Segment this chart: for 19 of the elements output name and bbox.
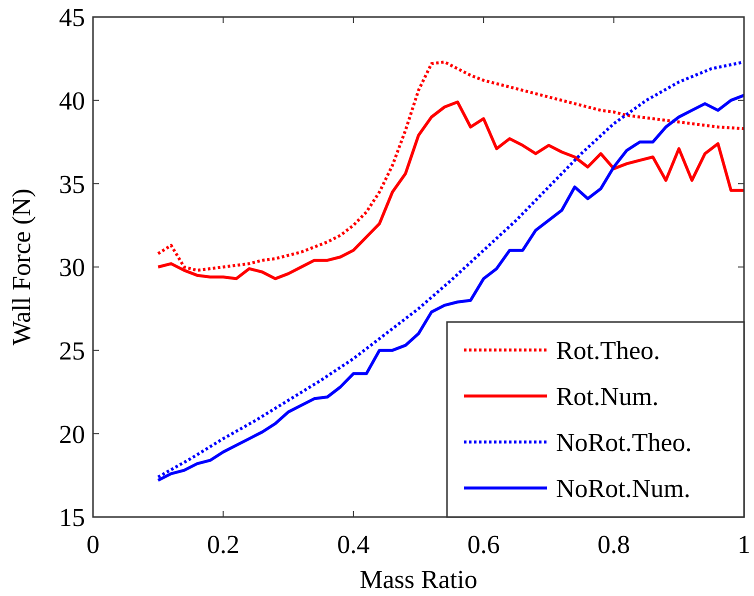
y-tick-label: 20 bbox=[59, 420, 85, 449]
x-tick-label: 0.8 bbox=[598, 530, 630, 559]
legend-label: NoRot.Theo. bbox=[556, 428, 692, 458]
legend-label: NoRot.Num. bbox=[556, 474, 690, 504]
x-tick-label: 0.6 bbox=[467, 530, 500, 559]
x-tick-label: 0.2 bbox=[206, 530, 240, 559]
y-tick-label: 45 bbox=[59, 3, 85, 32]
y-tick-label: 40 bbox=[59, 86, 85, 116]
legend-label: Rot.Num. bbox=[556, 382, 659, 412]
y-tick-label: 25 bbox=[59, 336, 85, 366]
x-tick-label: 1 bbox=[738, 530, 750, 559]
y-tick-label: 35 bbox=[59, 170, 85, 199]
x-axis-title: Mass Ratio bbox=[360, 565, 478, 594]
x-tick-label: 0.4 bbox=[337, 530, 370, 559]
y-tick-label: 30 bbox=[59, 253, 85, 282]
y-tick-label: 15 bbox=[59, 503, 85, 532]
legend-label: Rot.Theo. bbox=[556, 336, 660, 366]
x-tick-label: 0 bbox=[86, 530, 100, 559]
y-axis-title: Wall Force (N) bbox=[7, 188, 36, 346]
